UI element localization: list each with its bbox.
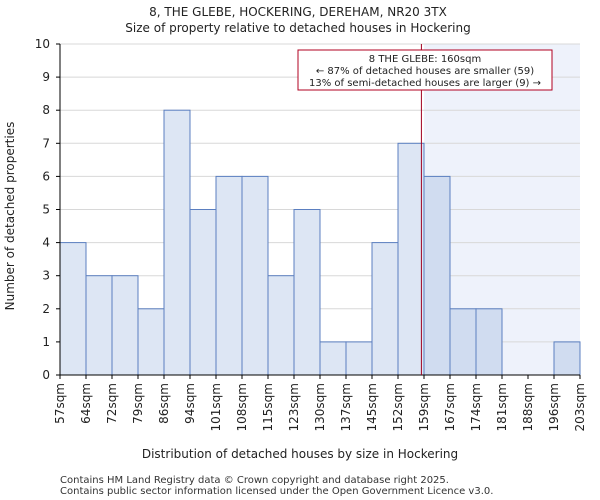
x-tick-label: 181sqm: [495, 383, 509, 431]
x-tick-label: 123sqm: [287, 383, 301, 431]
y-tick-label: 7: [42, 136, 50, 150]
bar-152sqm: [397, 142, 425, 376]
y-tick-label: 10: [35, 37, 50, 51]
y-tick-label: 6: [42, 169, 50, 183]
x-tick-label: 174sqm: [469, 383, 483, 431]
x-tick-label: 152sqm: [391, 383, 405, 431]
x-tick-label: 145sqm: [365, 383, 379, 431]
bar-79sqm: [137, 308, 165, 376]
chart-title-line1: 8, THE GLEBE, HOCKERING, DEREHAM, NR20 3…: [149, 5, 447, 19]
y-tick-label: 3: [42, 269, 50, 283]
y-tick-label: 5: [42, 203, 50, 217]
annotation-line1: 8 THE GLEBE: 160sqm: [369, 54, 481, 65]
x-tick-label: 115sqm: [261, 383, 275, 431]
x-tick-label: 64sqm: [79, 383, 93, 424]
y-tick-label: 1: [42, 335, 50, 349]
bar-130sqm: [319, 341, 347, 376]
x-tick-label: 130sqm: [313, 383, 327, 431]
y-axis-label: Number of detached properties: [3, 122, 17, 311]
bar-57sqm: [59, 242, 87, 376]
bar-145sqm: [371, 242, 399, 376]
x-tick-label: 203sqm: [573, 383, 587, 431]
y-tick-label: 8: [42, 103, 50, 117]
footer-line2: Contains public sector information licen…: [60, 486, 493, 497]
annotation-line2: ← 87% of detached houses are smaller (59…: [316, 66, 534, 77]
bar-94sqm: [189, 209, 217, 376]
bar-123sqm: [293, 209, 321, 376]
x-tick-label: 94sqm: [183, 383, 197, 424]
annotation-line3: 13% of semi-detached houses are larger (…: [309, 78, 541, 89]
x-tick-label: 196sqm: [547, 383, 561, 431]
x-tick-label: 159sqm: [417, 383, 431, 431]
bar-72sqm: [111, 275, 139, 376]
bar-137sqm: [345, 341, 373, 376]
annotation-box: 8 THE GLEBE: 160sqm ← 87% of detached ho…: [297, 49, 553, 91]
x-tick-label: 72sqm: [105, 383, 119, 424]
y-tick-label: 4: [42, 236, 50, 250]
chart-title-line2: Size of property relative to detached ho…: [125, 21, 470, 35]
bar-101sqm: [215, 175, 243, 376]
x-axis-label: Distribution of detached houses by size …: [142, 447, 458, 461]
x-tick-label: 79sqm: [131, 383, 145, 424]
x-tick-label: 137sqm: [339, 383, 353, 431]
footer-line1: Contains HM Land Registry data © Crown c…: [60, 475, 449, 486]
bar-159sqm: [423, 175, 451, 376]
x-tick-label: 86sqm: [157, 383, 171, 424]
y-tick-label: 2: [42, 302, 50, 316]
y-tick-label: 9: [42, 70, 50, 84]
x-tick-label: 167sqm: [443, 383, 457, 431]
x-tick-label: 57sqm: [53, 383, 67, 424]
bar-174sqm: [475, 308, 503, 376]
annotation-frame: [297, 49, 553, 91]
plot-area: 0 1 2 3 4 5 6 7 8 9 10 57sqm 64sqm 72sqm 79sqm 86sqm 94s…: [35, 37, 587, 431]
bar-64sqm: [85, 275, 113, 376]
bar-108sqm: [241, 175, 269, 376]
x-tick-label: 101sqm: [209, 383, 223, 431]
y-tick-label: 0: [42, 368, 50, 382]
x-tick-label: 188sqm: [521, 383, 535, 431]
bar-86sqm: [163, 109, 191, 376]
bar-167sqm: [449, 308, 477, 376]
bar-115sqm: [267, 275, 295, 376]
bar-196sqm: [553, 341, 581, 376]
x-tick-label: 108sqm: [235, 383, 249, 431]
